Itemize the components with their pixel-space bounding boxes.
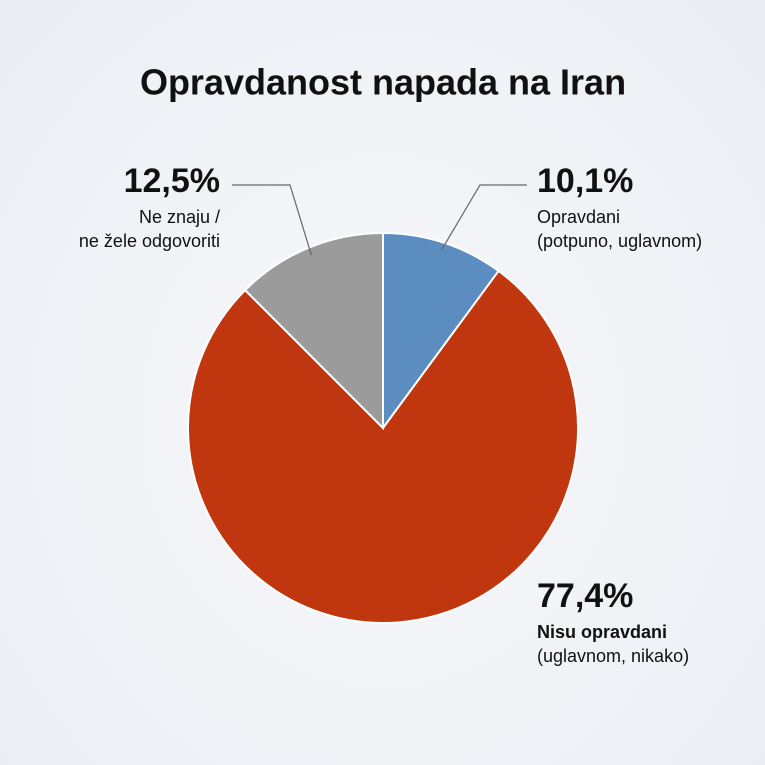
category-label: (uglavnom, nikako) xyxy=(537,646,689,666)
value-label: 12,5% xyxy=(124,162,220,200)
leader-line xyxy=(440,184,527,251)
chart-title: Opravdanost napada na Iran xyxy=(140,62,626,103)
category-label: (potpuno, uglavnom) xyxy=(537,231,702,251)
pie-slice xyxy=(243,231,384,431)
category-label: Ne znaju / xyxy=(139,207,220,227)
category-label: ne žele odgovoriti xyxy=(79,231,220,251)
value-label: 77,4% xyxy=(537,577,633,615)
leader-line xyxy=(232,184,313,256)
pie-slice xyxy=(187,269,579,624)
category-label: Nisu opravdani xyxy=(537,622,667,642)
value-label: 10,1% xyxy=(537,162,633,200)
pie-slice xyxy=(382,231,501,432)
category-label: Opravdani xyxy=(537,207,620,227)
